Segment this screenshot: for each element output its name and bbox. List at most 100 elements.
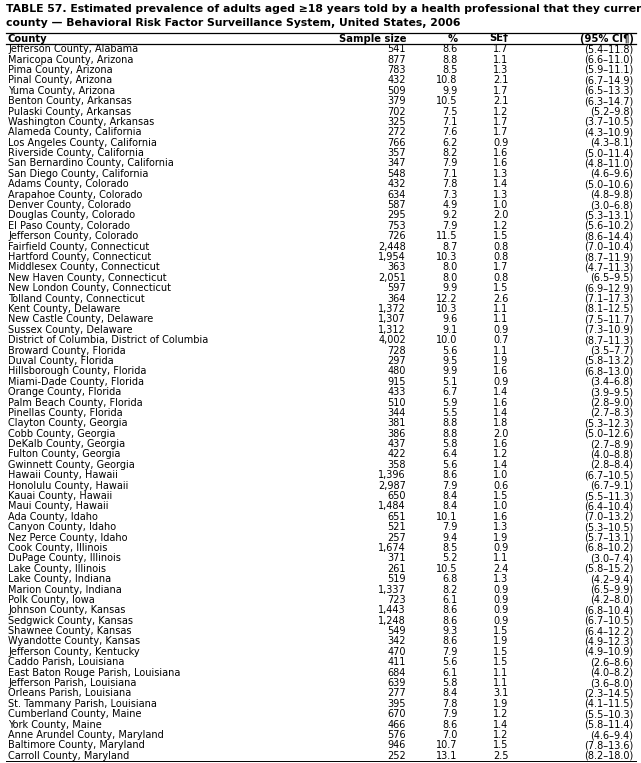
Text: Cumberland County, Maine: Cumberland County, Maine [8,710,142,720]
Text: (5.8–15.2): (5.8–15.2) [584,564,633,574]
Text: 723: 723 [387,595,406,605]
Text: 357: 357 [387,148,406,158]
Text: (4.6–9.6): (4.6–9.6) [590,169,633,179]
Text: 549: 549 [388,626,406,636]
Text: 5.8: 5.8 [442,439,457,449]
Text: (5.0–12.6): (5.0–12.6) [584,429,633,439]
Text: 9.5: 9.5 [442,356,457,366]
Text: Sussex County, Delaware: Sussex County, Delaware [8,325,133,335]
Text: Broward County, Florida: Broward County, Florida [8,346,126,356]
Text: 0.9: 0.9 [494,616,508,626]
Text: 9.1: 9.1 [442,325,457,335]
Text: 4,002: 4,002 [378,335,406,345]
Text: 1.9: 1.9 [494,636,508,646]
Text: 587: 587 [387,200,406,210]
Text: 9.9: 9.9 [442,283,457,293]
Text: (2.8–8.4): (2.8–8.4) [590,460,633,470]
Text: DuPage County, Illinois: DuPage County, Illinois [8,553,121,563]
Text: (3.9–9.5): (3.9–9.5) [590,387,633,397]
Text: 5.6: 5.6 [442,657,457,668]
Text: 639: 639 [388,678,406,688]
Text: (6.5–13.3): (6.5–13.3) [585,85,633,96]
Text: Pinellas County, Florida: Pinellas County, Florida [8,408,122,418]
Text: 0.6: 0.6 [494,481,508,491]
Text: 0.9: 0.9 [494,605,508,615]
Text: Miami-Dade County, Florida: Miami-Dade County, Florida [8,377,144,387]
Text: SE†: SE† [490,34,508,43]
Text: Adams County, Colorado: Adams County, Colorado [8,179,129,189]
Text: (4.8–9.8): (4.8–9.8) [590,190,633,200]
Text: Hawaii County, Hawaii: Hawaii County, Hawaii [8,470,118,480]
Text: 0.8: 0.8 [494,252,508,262]
Text: (5.8–13.2): (5.8–13.2) [584,356,633,366]
Text: (6.9–12.9): (6.9–12.9) [585,283,633,293]
Text: (6.7–9.1): (6.7–9.1) [590,481,633,491]
Text: 12.2: 12.2 [436,294,457,304]
Text: 8.5: 8.5 [442,543,457,553]
Text: County: County [8,34,47,43]
Text: (4.9–10.9): (4.9–10.9) [585,647,633,657]
Text: Sample size: Sample size [338,34,406,43]
Text: Orleans Parish, Louisiana: Orleans Parish, Louisiana [8,688,131,698]
Text: 1.4: 1.4 [494,720,508,729]
Text: (4.8–11.0): (4.8–11.0) [585,159,633,169]
Text: 8.5: 8.5 [442,65,457,75]
Text: 8.4: 8.4 [442,688,457,698]
Text: 1.6: 1.6 [494,398,508,407]
Text: 1.4: 1.4 [494,460,508,470]
Text: 1.7: 1.7 [493,44,508,54]
Text: 1.3: 1.3 [494,574,508,584]
Text: 1.7: 1.7 [493,85,508,96]
Text: 7.6: 7.6 [442,127,457,137]
Text: 9.6: 9.6 [442,314,457,324]
Text: 8.6: 8.6 [442,470,457,480]
Text: 8.0: 8.0 [442,262,457,272]
Text: Baltimore County, Maryland: Baltimore County, Maryland [8,740,145,751]
Text: 8.7: 8.7 [442,242,457,252]
Text: 10.3: 10.3 [436,304,457,314]
Text: Arapahoe County, Colorado: Arapahoe County, Colorado [8,190,142,200]
Text: 1.5: 1.5 [493,491,508,501]
Text: 2,987: 2,987 [378,481,406,491]
Text: (2.7–8.3): (2.7–8.3) [590,408,633,418]
Text: 295: 295 [387,211,406,221]
Text: (95% CI¶): (95% CI¶) [579,34,633,43]
Text: Jefferson County, Alabama: Jefferson County, Alabama [8,44,138,54]
Text: (5.5–11.3): (5.5–11.3) [584,491,633,501]
Text: 10.7: 10.7 [436,740,457,751]
Text: (5.0–11.4): (5.0–11.4) [585,148,633,158]
Text: 548: 548 [388,169,406,179]
Text: 726: 726 [387,231,406,241]
Text: 1.8: 1.8 [494,418,508,428]
Text: Jefferson Parish, Louisiana: Jefferson Parish, Louisiana [8,678,137,688]
Text: San Bernardino County, California: San Bernardino County, California [8,159,174,169]
Text: 7.3: 7.3 [442,190,457,200]
Text: 597: 597 [387,283,406,293]
Text: 8.8: 8.8 [442,418,457,428]
Text: 1.2: 1.2 [493,710,508,720]
Text: (7.3–10.9): (7.3–10.9) [585,325,633,335]
Text: 342: 342 [388,636,406,646]
Text: 7.1: 7.1 [442,169,457,179]
Text: 2.0: 2.0 [493,211,508,221]
Text: Cobb County, Georgia: Cobb County, Georgia [8,429,115,439]
Text: New London County, Connecticut: New London County, Connecticut [8,283,171,293]
Text: 6.1: 6.1 [442,668,457,678]
Text: 395: 395 [388,699,406,709]
Text: Douglas County, Colorado: Douglas County, Colorado [8,211,135,221]
Text: 1.0: 1.0 [494,501,508,511]
Text: 541: 541 [388,44,406,54]
Text: (4.6–9.4): (4.6–9.4) [590,730,633,740]
Text: 1.2: 1.2 [493,449,508,459]
Text: New Haven County, Connecticut: New Haven County, Connecticut [8,273,167,283]
Text: 7.1: 7.1 [442,117,457,127]
Text: 381: 381 [388,418,406,428]
Text: 5.5: 5.5 [442,408,457,418]
Text: El Paso County, Colorado: El Paso County, Colorado [8,221,130,231]
Text: (4.0–8.8): (4.0–8.8) [590,449,633,459]
Text: 1.5: 1.5 [493,657,508,668]
Text: 2.0: 2.0 [493,429,508,439]
Text: 8.6: 8.6 [442,44,457,54]
Text: (4.7–11.3): (4.7–11.3) [585,262,633,272]
Text: Maricopa County, Arizona: Maricopa County, Arizona [8,55,133,65]
